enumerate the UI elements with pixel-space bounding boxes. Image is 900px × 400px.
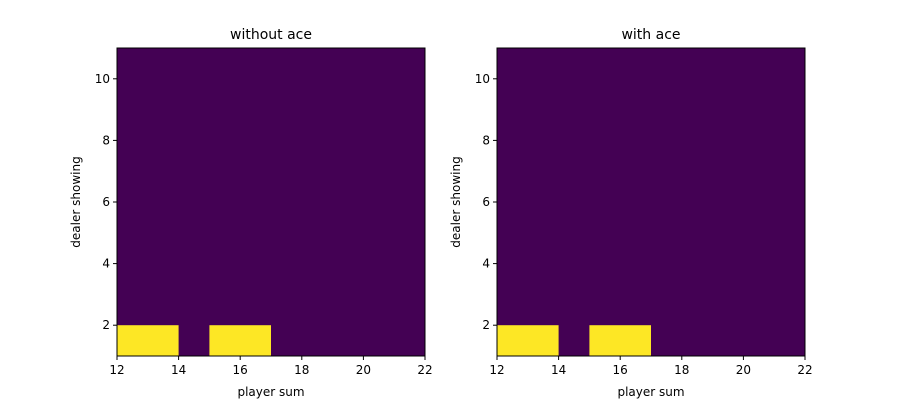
y-tick-label-4: 4 — [102, 257, 110, 271]
heatmap-background — [117, 48, 425, 356]
y-tick-label-4: 4 — [482, 257, 490, 271]
y-axis-label: dealer showing — [449, 156, 463, 247]
x-tick-label-16: 16 — [613, 363, 628, 377]
x-tick-label-18: 18 — [294, 363, 309, 377]
x-tick-label-22: 22 — [797, 363, 812, 377]
y-tick-label-10: 10 — [95, 72, 110, 86]
chart-title: with ace — [621, 27, 680, 43]
y-tick-label-6: 6 — [482, 195, 490, 209]
x-tick-label-20: 20 — [736, 363, 751, 377]
y-tick-label-8: 8 — [482, 133, 490, 147]
y-tick-label-10: 10 — [475, 72, 490, 86]
heatmap-cell-0 — [117, 325, 179, 356]
chart-title: without ace — [230, 27, 312, 43]
y-tick-label-2: 2 — [102, 318, 110, 332]
x-axis-label: player sum — [237, 385, 304, 399]
heatmap-cell-1 — [209, 325, 271, 356]
heatmap-background — [497, 48, 805, 356]
x-tick-label-12: 12 — [109, 363, 124, 377]
x-tick-label-20: 20 — [356, 363, 371, 377]
y-axis-label: dealer showing — [69, 156, 83, 247]
y-tick-label-6: 6 — [102, 195, 110, 209]
heatmap-cell-0 — [497, 325, 559, 356]
x-axis-label: player sum — [617, 385, 684, 399]
x-tick-label-14: 14 — [171, 363, 186, 377]
heatmap-cell-1 — [589, 325, 651, 356]
x-tick-label-22: 22 — [417, 363, 432, 377]
x-tick-label-16: 16 — [233, 363, 248, 377]
x-tick-label-18: 18 — [674, 363, 689, 377]
x-tick-label-12: 12 — [489, 363, 504, 377]
y-tick-label-8: 8 — [102, 133, 110, 147]
y-tick-label-2: 2 — [482, 318, 490, 332]
x-tick-label-14: 14 — [551, 363, 566, 377]
